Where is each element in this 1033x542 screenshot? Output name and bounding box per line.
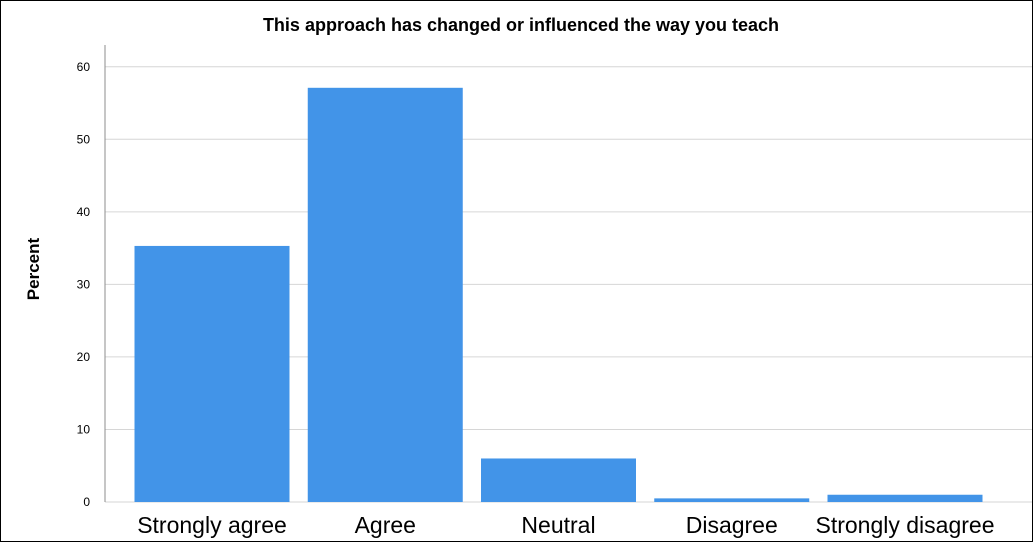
- y-tick-label: 60: [77, 60, 91, 74]
- y-tick-label: 20: [77, 350, 91, 364]
- bar-neutral: [481, 458, 636, 502]
- axis-ticks: 0 10 20 30 40 50 60 Strongly agree Agree Neutral D…: [77, 60, 995, 538]
- bar-strongly-disagree: [827, 494, 983, 502]
- x-tick-label: Neutral: [521, 512, 595, 538]
- x-tick-label: Strongly disagree: [816, 512, 995, 538]
- chart-title: This approach has changed or influenced …: [263, 15, 779, 35]
- x-tick-label: Disagree: [686, 512, 778, 538]
- y-tick-label: 30: [77, 277, 91, 291]
- x-tick-label: Agree: [355, 512, 416, 538]
- bar-strongly-agree: [134, 245, 290, 502]
- y-tick-label: 10: [77, 422, 91, 436]
- bar-agree: [307, 87, 463, 503]
- y-axis-label: Percent: [24, 237, 43, 300]
- bar-disagree: [654, 498, 810, 502]
- y-tick-label: 0: [83, 495, 90, 509]
- x-tick-label: Strongly agree: [137, 512, 287, 538]
- y-tick-label: 50: [77, 132, 91, 146]
- y-tick-label: 40: [77, 205, 91, 219]
- bars: [134, 87, 983, 503]
